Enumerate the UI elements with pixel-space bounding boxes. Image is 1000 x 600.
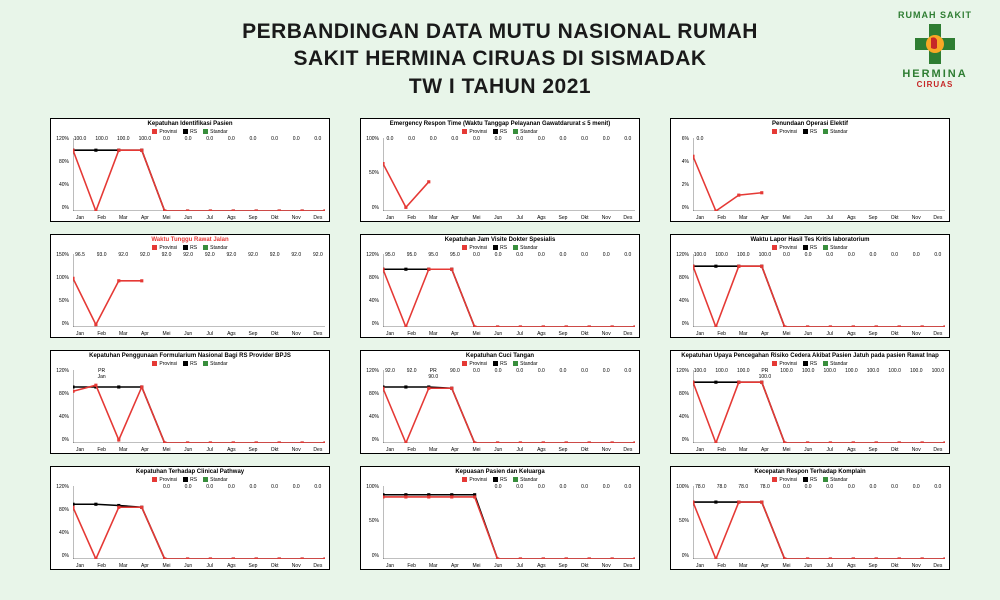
- chart-x-axis: JanFebMarAprMeiJunJulAgsSepOktNovDes: [383, 215, 635, 221]
- chart-x-axis: JanFebMarAprMeiJunJulAgsSepOktNovDes: [693, 563, 945, 569]
- chart-x-axis: JanFebMarAprMeiJunJulAgsSepOktNovDes: [383, 563, 635, 569]
- chart-title: Kepatuhan Upaya Pencegahan Risiko Cedera…: [671, 351, 949, 360]
- chart-legend: Provinsi RS Standar: [671, 476, 949, 484]
- chart-11: Kecepatan Respon Terhadap Komplain Provi…: [670, 466, 950, 570]
- chart-1: Emergency Respon Time (Waktu Tanggap Pel…: [360, 118, 640, 222]
- chart-x-axis: JanFebMarAprMeiJunJulAgsSepOktNovDes: [73, 447, 325, 453]
- logo-cross-icon: [913, 22, 957, 66]
- chart-plot-area: [693, 486, 945, 559]
- chart-x-axis: JanFebMarAprMeiJunJulAgsSepOktNovDes: [693, 331, 945, 337]
- chart-legend: Provinsi RS Standar: [671, 128, 949, 136]
- chart-title: Waktu Lapor Hasil Tes Kritis laboratoriu…: [671, 235, 949, 244]
- chart-legend: Provinsi RS Standar: [51, 128, 329, 136]
- chart-plot-area: [383, 138, 635, 211]
- chart-y-axis: 120%80%40%0%: [51, 368, 71, 443]
- chart-7: Kepatuhan Cuci Tangan Provinsi RS Standa…: [360, 350, 640, 454]
- chart-y-axis: 120%80%40%0%: [361, 368, 381, 443]
- chart-y-axis: 120%80%40%0%: [671, 368, 691, 443]
- chart-legend: Provinsi RS Standar: [361, 244, 639, 252]
- chart-6: Kepatuhan Penggunaan Formularium Nasiona…: [50, 350, 330, 454]
- chart-y-axis: 100%50%0%: [361, 484, 381, 559]
- chart-plot-area: [383, 486, 635, 559]
- chart-x-axis: JanFebMarAprMeiJunJulAgsSepOktNovDes: [693, 447, 945, 453]
- chart-title: Kepatuhan Cuci Tangan: [361, 351, 639, 360]
- chart-title: Kecepatan Respon Terhadap Komplain: [671, 467, 949, 476]
- chart-x-axis: JanFebMarAprMeiJunJulAgsSepOktNovDes: [73, 331, 325, 337]
- chart-legend: Provinsi RS Standar: [671, 244, 949, 252]
- page-header: PERBANDINGAN DATA MUTU NASIONAL RUMAH SA…: [0, 0, 1000, 110]
- logo-branch-name: CIRUAS: [895, 80, 975, 89]
- chart-y-axis: 100%50%0%: [361, 136, 381, 211]
- chart-y-axis: 120%80%40%0%: [361, 252, 381, 327]
- chart-2: Penundaan Operasi Elektif Provinsi RS St…: [670, 118, 950, 222]
- chart-5: Waktu Lapor Hasil Tes Kritis laboratoriu…: [670, 234, 950, 338]
- chart-x-axis: JanFebMarAprMeiJunJulAgsSepOktNovDes: [693, 215, 945, 221]
- chart-legend: Provinsi RS Standar: [51, 360, 329, 368]
- chart-9: Kepatuhan Terhadap Clinical Pathway Prov…: [50, 466, 330, 570]
- chart-plot-area: [73, 486, 325, 559]
- chart-plot-area: [383, 370, 635, 443]
- chart-4: Kepatuhan Jam Visite Dokter Spesialis Pr…: [360, 234, 640, 338]
- chart-10: Kepuasan Pasien dan Keluarga Provinsi RS…: [360, 466, 640, 570]
- chart-title: Penundaan Operasi Elektif: [671, 119, 949, 128]
- chart-y-axis: 6%4%2%0%: [671, 136, 691, 211]
- chart-y-axis: 120%80%40%0%: [51, 136, 71, 211]
- chart-title: Kepuasan Pasien dan Keluarga: [361, 467, 639, 476]
- chart-plot-area: [693, 370, 945, 443]
- page-title: PERBANDINGAN DATA MUTU NASIONAL RUMAH SA…: [120, 18, 880, 100]
- chart-legend: Provinsi RS Standar: [51, 244, 329, 252]
- chart-plot-area: [73, 370, 325, 443]
- chart-y-axis: 120%80%40%0%: [671, 252, 691, 327]
- chart-x-axis: JanFebMarAprMeiJunJulAgsSepOktNovDes: [383, 331, 635, 337]
- chart-grid: Kepatuhan Identifikasi Pasien Provinsi R…: [0, 110, 1000, 590]
- chart-legend: Provinsi RS Standar: [361, 128, 639, 136]
- chart-plot-area: [693, 254, 945, 327]
- chart-x-axis: JanFebMarAprMeiJunJulAgsSepOktNovDes: [73, 563, 325, 569]
- chart-plot-area: [693, 138, 945, 211]
- hospital-logo: RUMAH SAKIT HERMINA CIRUAS: [895, 10, 975, 89]
- chart-title: Emergency Respon Time (Waktu Tanggap Pel…: [361, 119, 639, 128]
- chart-title: Kepatuhan Terhadap Clinical Pathway: [51, 467, 329, 476]
- chart-title: Waktu Tunggu Rawat Jalan: [51, 235, 329, 244]
- chart-legend: Provinsi RS Standar: [361, 360, 639, 368]
- chart-legend: Provinsi RS Standar: [361, 476, 639, 484]
- chart-x-axis: JanFebMarAprMeiJunJulAgsSepOktNovDes: [383, 447, 635, 453]
- chart-0: Kepatuhan Identifikasi Pasien Provinsi R…: [50, 118, 330, 222]
- logo-arc-text: RUMAH SAKIT: [895, 10, 975, 20]
- chart-3: Waktu Tunggu Rawat Jalan Provinsi RS Sta…: [50, 234, 330, 338]
- chart-y-axis: 100%50%0%: [671, 484, 691, 559]
- chart-plot-area: [73, 138, 325, 211]
- chart-plot-area: [383, 254, 635, 327]
- chart-plot-area: [73, 254, 325, 327]
- chart-x-axis: JanFebMarAprMeiJunJulAgsSepOktNovDes: [73, 215, 325, 221]
- chart-legend: Provinsi RS Standar: [671, 360, 949, 368]
- chart-y-axis: 150%100%50%0%: [51, 252, 71, 327]
- chart-8: Kepatuhan Upaya Pencegahan Risiko Cedera…: [670, 350, 950, 454]
- chart-y-axis: 120%80%40%0%: [51, 484, 71, 559]
- chart-title: Kepatuhan Jam Visite Dokter Spesialis: [361, 235, 639, 244]
- chart-title: Kepatuhan Penggunaan Formularium Nasiona…: [51, 351, 329, 360]
- chart-legend: Provinsi RS Standar: [51, 476, 329, 484]
- logo-hospital-name: HERMINA: [895, 68, 975, 80]
- chart-title: Kepatuhan Identifikasi Pasien: [51, 119, 329, 128]
